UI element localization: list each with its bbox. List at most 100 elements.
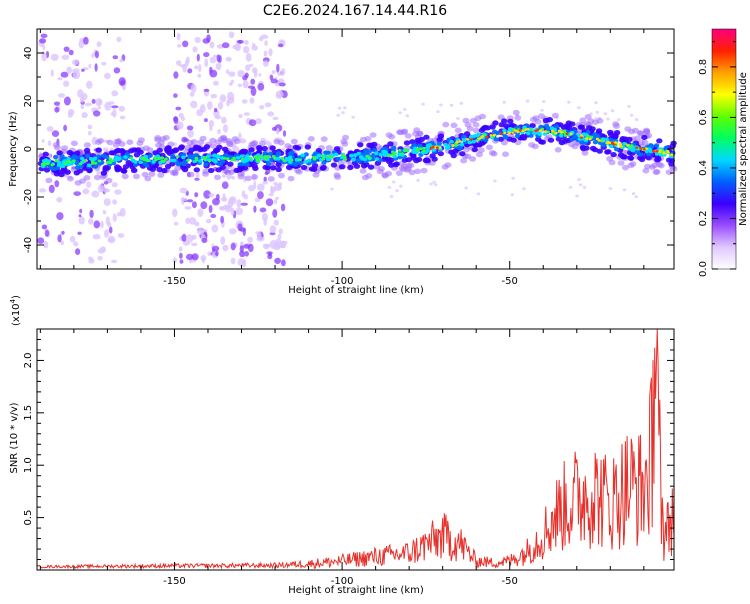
spectrogram-noise-blob — [186, 125, 194, 131]
spectrogram-ridge-blob — [492, 120, 499, 126]
spectrogram-noise-blob — [111, 182, 118, 188]
spectrogram-ridge-blob — [466, 138, 470, 141]
spectrogram-noise-blob — [216, 54, 221, 63]
spectrogram-noise-blob — [175, 106, 182, 111]
spectrogram-ridge-blob — [334, 174, 342, 180]
spectrogram-noise-blob — [229, 197, 235, 201]
colorbar-ticks: 0.0 0.2 0.4 0.6 0.8 — [698, 41, 736, 277]
spectrogram-ridge-blob — [359, 168, 367, 174]
spectrogram-ridge-blob — [482, 124, 489, 130]
spectrogram-ridge-blob — [412, 143, 418, 148]
spectrogram-noise-blob — [88, 130, 92, 136]
spectrogram-ridge-blob — [256, 157, 261, 161]
spectrogram-noise-blob — [277, 244, 281, 249]
spectrogram-noise-blob — [213, 80, 219, 86]
spectrogram-ridge-blob — [202, 171, 209, 177]
spectrogram-noise-blob — [502, 100, 507, 104]
spectrogram-noise-blob — [47, 140, 52, 146]
spectrogram-noise-blob — [108, 226, 113, 234]
figure-title: C2E6.2024.167.14.44.R16 — [263, 3, 447, 19]
spectrogram-noise-blob — [330, 187, 334, 191]
spectrogram-noise-blob — [277, 43, 284, 48]
spectrogram-ridge-blob — [263, 155, 268, 159]
spectrogram-ridge-blob — [264, 157, 268, 161]
spectrogram-ridge-blob — [169, 153, 176, 158]
spectrogram-y-tick-label: 20 — [23, 95, 34, 108]
spectrogram-ridge-blob — [330, 162, 338, 168]
spectrogram-ridge-blob — [63, 162, 67, 165]
spectrogram-noise-blob — [103, 198, 111, 206]
spectrogram-noise-blob — [61, 230, 65, 235]
spectrogram-noise-blob — [176, 121, 184, 130]
spectrogram-noise-blob — [113, 67, 121, 74]
spectrogram-ridge-blob — [613, 147, 620, 152]
spectrogram-ridge-blob — [607, 129, 614, 135]
spectrogram-noise-blob — [230, 257, 236, 265]
spectrogram-noise-blob — [436, 110, 440, 114]
spectrogram-ridge-blob — [565, 132, 569, 135]
spectrogram-ridge-blob — [538, 113, 546, 119]
spectrogram-noise-blob — [341, 111, 345, 115]
spectrogram-noise-blob — [237, 69, 245, 78]
spectrogram-noise-blob — [239, 250, 246, 257]
spectrogram-ridge-blob — [424, 149, 429, 154]
spectrogram-noise-blob — [238, 114, 243, 119]
spectrogram-noise-blob — [510, 193, 515, 197]
spectrogram-ridge-blob — [266, 155, 271, 158]
spectrogram-ridge-blob — [307, 136, 315, 142]
spectrogram-noise-blob — [387, 186, 392, 189]
spectrogram-noise-blob — [68, 49, 74, 56]
spectrogram-ridge-blob — [644, 163, 651, 170]
spectrogram-ridge-blob — [137, 137, 145, 143]
snr-panel: -150 -100 -50 0.5 1.0 1.5 2.0 Height of straig… — [9, 295, 675, 596]
spectrogram-noise-blob — [263, 176, 267, 182]
spectrogram-ridge-blob — [207, 167, 215, 174]
spectrogram-noise-blob — [235, 207, 243, 216]
spectrogram-ridge-blob — [202, 157, 207, 161]
spectrogram-noise-blob — [577, 106, 581, 110]
spectrogram-noise-blob — [86, 181, 92, 188]
spectrogram-ridge-blob — [264, 164, 271, 171]
spectrogram-noise-blob — [244, 40, 249, 45]
spectrogram-ridge-blob — [604, 137, 609, 142]
spectrogram-noise-blob — [255, 118, 262, 125]
spectrogram-ridge-blob — [93, 161, 98, 165]
spectrogram-ridge-blob — [276, 151, 282, 156]
spectrogram-ridge-blob — [641, 134, 648, 140]
spectrogram-noise-blob — [278, 228, 283, 235]
spectrogram-noise-blob — [122, 86, 126, 91]
spectrogram-noise-blob — [63, 124, 67, 132]
spectrogram-ridge-blob — [221, 137, 229, 144]
spectrogram-ridge-blob — [420, 167, 428, 174]
spectrogram-ridge-blob — [160, 159, 165, 163]
spectrogram-ridge-blob — [270, 165, 277, 171]
spectrogram-ridge-blob — [502, 151, 509, 157]
spectrogram-ridge-blob — [175, 155, 180, 159]
spectrogram-noise-blob — [182, 40, 189, 48]
spectrogram-noise-blob — [91, 190, 100, 198]
spectrogram-noise-blob — [119, 115, 126, 120]
spectrogram-ridge-blob — [62, 159, 67, 163]
spectrogram-noise-blob — [237, 223, 243, 232]
spectrogram-noise-blob — [540, 108, 544, 112]
spectrogram-noise-blob — [226, 99, 230, 107]
spectrogram-ridge-blob — [155, 154, 160, 158]
spectrogram-noise-blob — [264, 40, 268, 46]
spectrogram-ridge-blob — [492, 133, 496, 137]
spectrogram-noise-blob — [256, 236, 265, 242]
spectrogram-ridge-blob — [240, 158, 245, 161]
spectrogram-ridge-blob — [244, 175, 252, 182]
spectrogram-x-tick-label: -150 — [163, 276, 186, 287]
spectrogram-noise-blob — [230, 207, 235, 216]
spectrogram-ridge-blob — [193, 167, 200, 173]
spectrogram-noise-layer — [37, 31, 639, 268]
spectrogram-ridge-blob — [410, 152, 417, 159]
spectrogram-ridge-blob — [580, 134, 584, 137]
spectrogram-noise-blob — [104, 101, 112, 111]
spectrogram-ridge-blob — [97, 159, 102, 163]
spectrogram-ridge-blob — [388, 157, 395, 163]
spectrogram-noise-blob — [194, 192, 199, 198]
spectrogram-noise-blob — [187, 68, 193, 74]
snr-series-line — [36, 328, 675, 570]
spectrogram-ridge-blob — [108, 161, 113, 164]
